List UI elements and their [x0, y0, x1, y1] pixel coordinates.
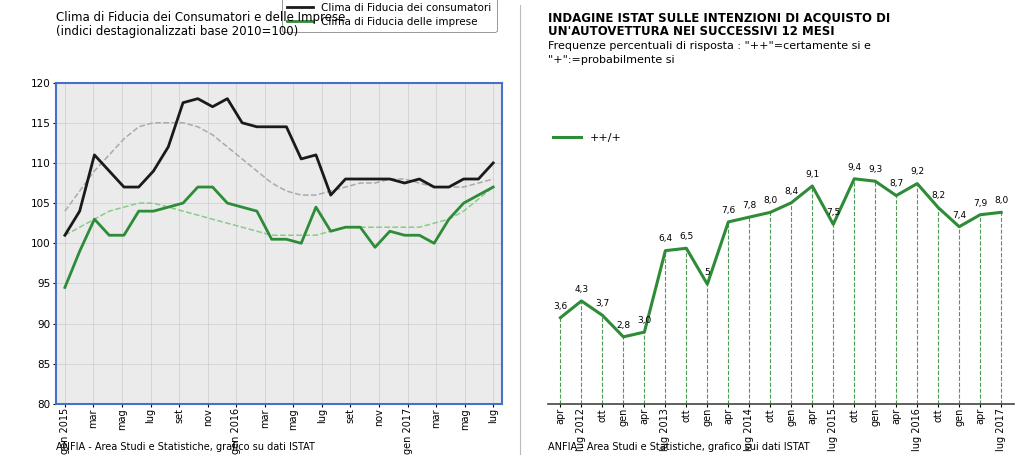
Legend: Clima di Fiducia dei consumatori, Clima di Fiducia delle imprese: Clima di Fiducia dei consumatori, Clima …	[282, 0, 497, 32]
Text: 9,4: 9,4	[847, 162, 861, 172]
Text: 5: 5	[705, 268, 711, 277]
Text: 9,1: 9,1	[805, 170, 819, 179]
Text: 8,4: 8,4	[784, 186, 799, 196]
Text: 8,0: 8,0	[763, 196, 777, 205]
Text: 7,8: 7,8	[742, 201, 757, 210]
Text: 2,8: 2,8	[616, 321, 631, 330]
Text: 4,3: 4,3	[574, 285, 589, 294]
Text: 6,4: 6,4	[658, 235, 673, 243]
Text: 7,6: 7,6	[721, 206, 735, 215]
Text: 3,7: 3,7	[595, 299, 609, 308]
Text: 7,4: 7,4	[952, 211, 967, 219]
Text: 7,9: 7,9	[973, 199, 987, 207]
Text: ANFIA - Area Studi e Statistiche, grafico sui dati ISTAT: ANFIA - Area Studi e Statistiche, grafic…	[548, 442, 809, 452]
Text: 8,2: 8,2	[931, 191, 945, 201]
Legend: ++/+: ++/+	[549, 129, 626, 147]
Text: (indici destagionalizzati base 2010=100): (indici destagionalizzati base 2010=100)	[56, 25, 299, 38]
Text: 8,7: 8,7	[889, 179, 903, 188]
Text: "+":=probabilmente si: "+":=probabilmente si	[548, 55, 675, 65]
Text: Frequenze percentuali di risposta : "++"=certamente si e: Frequenze percentuali di risposta : "++"…	[548, 41, 870, 51]
Text: ANFIA - Area Studi e Statistiche, grafico su dati ISTAT: ANFIA - Area Studi e Statistiche, grafic…	[56, 442, 315, 452]
Text: 8,0: 8,0	[994, 196, 1009, 205]
Text: 9,2: 9,2	[910, 168, 925, 176]
Text: 7,5: 7,5	[826, 208, 841, 217]
Text: 6,5: 6,5	[679, 232, 693, 241]
Text: UN'AUTOVETTURA NEI SUCCESSIVI 12 MESI: UN'AUTOVETTURA NEI SUCCESSIVI 12 MESI	[548, 25, 835, 38]
Text: 9,3: 9,3	[868, 165, 883, 174]
Text: 3,6: 3,6	[553, 302, 567, 311]
Text: 3,0: 3,0	[637, 316, 651, 325]
Text: Clima di Fiducia dei Consumatori e delle Imprese: Clima di Fiducia dei Consumatori e delle…	[56, 11, 346, 24]
Text: INDAGINE ISTAT SULLE INTENZIONI DI ACQUISTO DI: INDAGINE ISTAT SULLE INTENZIONI DI ACQUI…	[548, 11, 890, 24]
